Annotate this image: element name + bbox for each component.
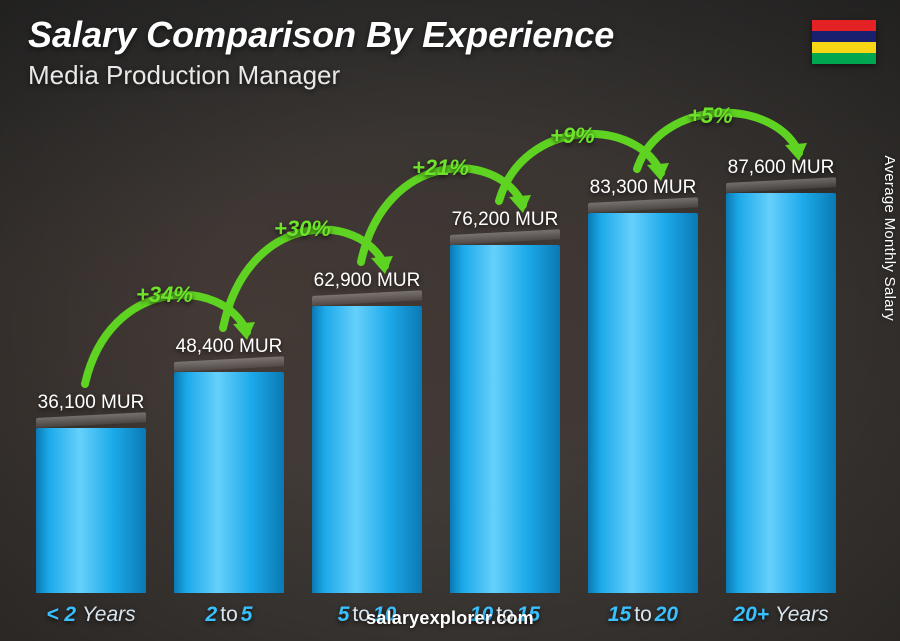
bar-body	[588, 213, 698, 593]
bar-value-label: 76,200 MUR	[425, 209, 585, 231]
bar-body	[174, 372, 284, 593]
increase-label: +30%	[274, 216, 331, 242]
y-axis-label: Average Monthly Salary	[882, 155, 899, 321]
bar: 62,900 MUR5to10	[312, 306, 422, 593]
bar-value-label: 48,400 MUR	[149, 336, 309, 358]
bar-value-label: 36,100 MUR	[11, 392, 171, 414]
bar-body	[726, 193, 836, 593]
flag-stripe	[812, 20, 876, 31]
bar: 48,400 MUR2to5	[174, 372, 284, 593]
bar-chart: 36,100 MUR< 2 Years 48,400 MUR2to5 62,900 …	[36, 73, 854, 593]
bar-body	[450, 245, 560, 593]
chart-title: Salary Comparison By Experience	[28, 14, 614, 56]
bar-body	[36, 428, 146, 593]
flag-stripe	[812, 31, 876, 42]
mauritius-flag-icon	[812, 20, 876, 64]
increase-label: +9%	[550, 123, 595, 149]
flag-stripe	[812, 42, 876, 53]
infographic-canvas: Salary Comparison By Experience Media Pr…	[0, 0, 900, 641]
increase-label: +21%	[412, 155, 469, 181]
bar-value-label: 87,600 MUR	[701, 157, 861, 179]
bar: 87,600 MUR20+ Years	[726, 193, 836, 593]
increase-label: +34%	[136, 282, 193, 308]
source-attribution: salaryexplorer.com	[0, 608, 900, 629]
bar: 36,100 MUR< 2 Years	[36, 428, 146, 593]
bar-body	[312, 306, 422, 593]
bar: 76,200 MUR10to15	[450, 245, 560, 593]
bar-value-label: 62,900 MUR	[287, 270, 447, 292]
bar: 83,300 MUR15to20	[588, 213, 698, 593]
increase-label: +5%	[688, 103, 733, 129]
bar-value-label: 83,300 MUR	[563, 177, 723, 199]
flag-stripe	[812, 53, 876, 64]
